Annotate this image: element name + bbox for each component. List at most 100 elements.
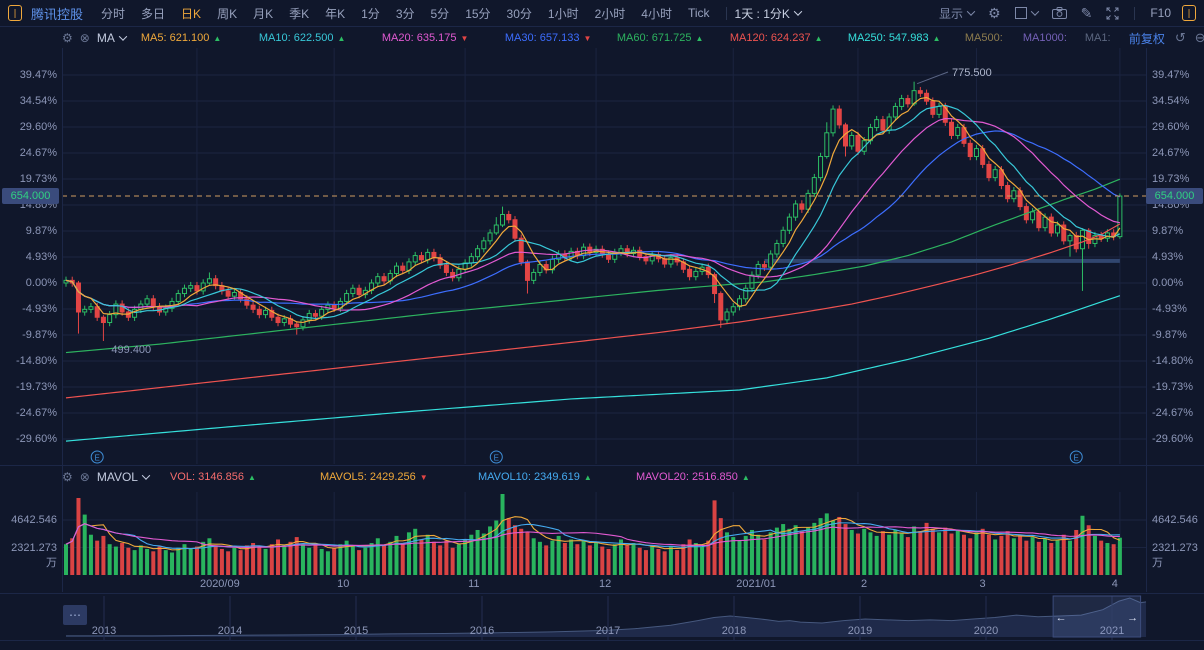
svg-text:E: E [494, 454, 499, 463]
tab-多日[interactable]: 多日 [141, 6, 166, 21]
navigator-window[interactable] [1052, 595, 1142, 638]
timeline-navigator[interactable]: 2013 2014 2015 2016 2017 2018 2019 2020 2021 ← → [66, 595, 1147, 640]
current-price-badge-left: 654.000 [2, 188, 59, 204]
tab-季K[interactable]: 季K [289, 6, 310, 21]
navigator-handle-right-icon[interactable]: → [1127, 612, 1138, 624]
navigator-bottom-border [0, 640, 1204, 641]
price-tick: 4.93% [1152, 251, 1184, 264]
quote-tag-icon[interactable]: ❘ [1182, 5, 1196, 21]
mavol10-line [65, 522, 1120, 550]
mavol-items: VOL3146.856▲MAVOL52429.256▼MAVOL102349.6… [170, 471, 794, 483]
tab-Tick[interactable]: Tick [687, 6, 710, 20]
up-arrow-icon: ▲ [695, 34, 704, 43]
camera-icon[interactable] [1051, 7, 1067, 19]
tab-年K[interactable]: 年K [325, 6, 346, 21]
interval-selector[interactable]: 1天 : 1分K [735, 5, 803, 22]
tab-日K[interactable]: 日K [181, 6, 202, 21]
ma-items: MA5621.100▲MA10622.500▲MA20635.175▼MA306… [141, 32, 1129, 44]
tab-周K[interactable]: 周K [217, 6, 238, 21]
volume-tick: 4642.546 [1152, 514, 1198, 526]
tab-1分[interactable]: 1分 [361, 6, 380, 21]
navigator-year-label: 2017 [596, 625, 620, 637]
reset-zoom-icon[interactable]: ↺ [1174, 30, 1186, 45]
tab-30分[interactable]: 30分 [506, 6, 532, 21]
tab-3分[interactable]: 3分 [395, 6, 415, 21]
tab-5分[interactable]: 5分 [430, 6, 450, 21]
tab-2小时[interactable]: 2小时 [594, 6, 626, 21]
indicator-label: MAVOL10 [478, 471, 534, 483]
indicator-item-MA1000[interactable]: MA1000 [1023, 32, 1085, 44]
chart-style-icon[interactable] [1014, 7, 1039, 19]
ma5-line [65, 96, 1121, 324]
tab-15分[interactable]: 15分 [465, 6, 491, 21]
earnings-marker-icon[interactable] [90, 450, 104, 464]
high-price-label: 775.500 [952, 67, 992, 79]
indicator-item-MA1[interactable]: MA1 [1085, 32, 1129, 44]
adjust-mode-button[interactable]: 前复权 [1128, 31, 1165, 46]
price-tick: -24.67% [1152, 407, 1193, 419]
display-label: 显示 [939, 6, 964, 21]
tab-4小时[interactable]: 4小时 [641, 6, 672, 21]
tab-月K[interactable]: 月K [253, 6, 274, 21]
pencil-icon[interactable]: ✎ [1080, 4, 1093, 21]
navigator-more-button[interactable]: ⋯ [63, 605, 87, 625]
indicator-item-MA120[interactable]: MA120624.237▲ [730, 32, 848, 44]
volume-indicator-selector[interactable]: MAVOL [97, 470, 151, 484]
display-menu[interactable]: 显示 [939, 5, 976, 22]
indicator-settings-gear-icon[interactable]: ⚙ [62, 470, 73, 484]
quote-tag-icon[interactable]: ❘ [8, 5, 22, 21]
zoom-out-icon[interactable]: ⊖ [1194, 30, 1204, 45]
down-arrow-icon: ▼ [419, 473, 428, 482]
navigator-year-label: 2016 [470, 625, 494, 637]
f10-button[interactable]: F10 [1150, 6, 1171, 20]
price-tick: 0.00% [25, 277, 57, 289]
indicator-item-MA250[interactable]: MA250547.983▲ [848, 32, 965, 44]
toolbar-divider [725, 6, 727, 20]
expand-icon[interactable] [1106, 7, 1119, 20]
indicator-close-icon[interactable]: ⊗ [79, 31, 90, 45]
x-axis-month-label: 2020/09 [200, 578, 240, 590]
indicator-item-MA10[interactable]: MA10622.500▲ [259, 32, 382, 44]
up-arrow-icon: ▲ [247, 473, 256, 482]
indicator-value: 2349.619 [534, 471, 580, 483]
indicator-label: MA5 [141, 32, 170, 44]
navigator-year-label: 2020 [974, 625, 998, 637]
indicator-item-MAVOL20[interactable]: MAVOL202516.850▲ [636, 471, 794, 483]
navigator-handle-left-icon[interactable]: ← [1056, 612, 1067, 624]
indicator-item-MA5[interactable]: MA5621.100▲ [141, 32, 259, 44]
up-arrow-icon: ▲ [814, 34, 823, 43]
navigator-year-label: 2018 [722, 625, 746, 637]
svg-text:E: E [95, 454, 100, 463]
indicator-value: 624.237 [770, 32, 811, 44]
indicator-label: MAVOL20 [636, 471, 692, 483]
price-tick: 24.67% [1152, 146, 1190, 159]
up-arrow-icon: ▲ [741, 473, 750, 482]
tab-分时[interactable]: 分时 [101, 6, 126, 21]
indicator-item-MAVOL5[interactable]: MAVOL52429.256▼ [320, 471, 478, 483]
indicator-item-MAVOL10[interactable]: MAVOL102349.619▲ [478, 471, 636, 483]
indicator-item-MA60[interactable]: MA60671.725▲ [617, 32, 730, 44]
indicator-settings-gear-icon[interactable]: ⚙ [62, 31, 73, 45]
stock-title[interactable]: 腾讯控股 [31, 6, 84, 22]
indicator-item-VOL[interactable]: VOL3146.856▲ [170, 471, 320, 483]
indicator-item-MA30[interactable]: MA30657.133▼ [505, 32, 617, 44]
tab-1小时[interactable]: 1小时 [547, 6, 579, 21]
up-arrow-icon: ▲ [337, 34, 346, 43]
indicator-close-icon[interactable]: ⊗ [79, 470, 90, 484]
indicator-value: 671.725 [651, 32, 692, 44]
price-tick: 34.54% [1152, 94, 1190, 107]
navigator-top-border [0, 593, 1204, 594]
earnings-marker-icon[interactable] [1069, 450, 1083, 464]
indicator-label: MA20 [382, 32, 417, 44]
price-tick: 39.47% [1152, 68, 1190, 81]
earnings-marker-icon[interactable] [489, 450, 503, 464]
settings-gear-icon[interactable]: ⚙ [988, 4, 1001, 21]
mavol20-line [65, 523, 1120, 549]
x-axis-month-label: 4 [1112, 578, 1118, 590]
ma-indicator-selector[interactable]: MA [97, 31, 128, 45]
indicator-item-MA500[interactable]: MA500 [965, 32, 1023, 44]
indicator-item-MA20[interactable]: MA20635.175▼ [382, 32, 505, 44]
current-price-badge-right: 654.000 [1146, 188, 1203, 204]
